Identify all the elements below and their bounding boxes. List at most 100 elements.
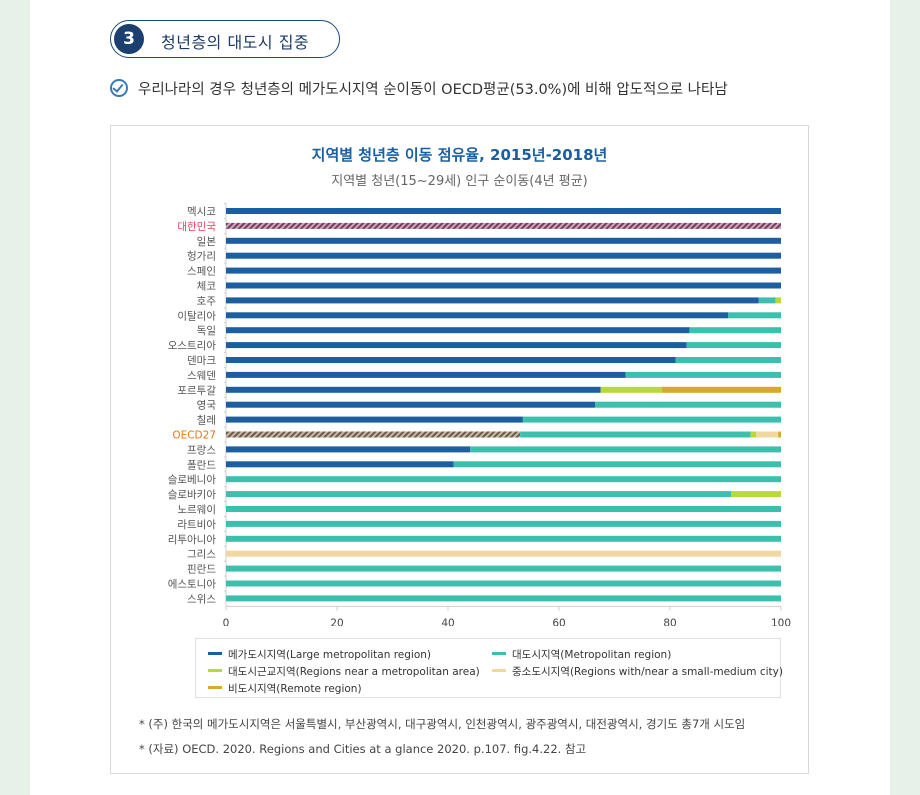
category-label: 스페인 [187,266,216,278]
category-label: 포르투갈 [177,384,216,397]
legend-item-metro: 대도시지역(Metropolitan region) [492,647,671,662]
category-label: 슬로바키아 [168,489,217,501]
category-label: 호주 [197,295,217,307]
bar-near [600,386,662,393]
bar-metro [758,297,776,304]
bar-metro [226,476,781,483]
chart-legend: 메가도시지역(Large metropolitan region) 대도시지역(… [195,638,783,698]
bar-mega [226,282,781,289]
bar-near [775,297,781,304]
chart-title: 지역별 청년층 이동 점유율, 2015년-2018년 [311,146,608,164]
category-label: 라트비아 [177,519,216,531]
legend-item-mega: 메가도시지역(Large metropolitan region) [208,647,431,662]
section-title: 청년층의 대도시 집중 [161,33,310,52]
category-label: 칠레 [197,415,216,427]
category-label: 슬로베니아 [168,474,217,486]
bar-metro [686,342,781,349]
category-label: 오스트리아 [168,340,217,352]
bar-mega [226,446,471,453]
bar-metro [728,312,781,319]
stacked-bar-chart: 멕시코대한민국일본헝가리스페인체코호주이탈리아독일오스트리아덴마크스웨덴포르투갈… [168,203,791,626]
legend-item-remote: 비도시지역(Remote region) [208,681,362,696]
category-label: 핀란드 [187,564,216,576]
bar-small [226,550,781,557]
legend-label-metro: 대도시지역(Metropolitan region) [512,649,672,661]
category-label: 덴마크 [187,355,216,367]
category-label: 스위스 [187,592,216,605]
bar-mega [226,208,781,214]
chart-subtitle: 지역별 청년(15~29세) 인구 순이동(4년 평균) [331,174,588,189]
category-label: 폴란드 [187,459,216,471]
category-label: 멕시코 [187,206,216,218]
bar-remote [778,431,781,438]
bar-metro [226,535,781,542]
category-label: 스웨덴 [187,370,216,382]
chart-figure: 지역별 청년층 이동 점유율, 2015년-2018년 지역별 청년(15~29… [110,125,809,774]
category-label: 영국 [197,400,217,412]
bar-mega [226,461,454,468]
bar-mega [226,342,687,349]
bar-metro [689,327,781,334]
legend-item-near: 대도시근교지역(Regions near a metropolitan area… [208,664,480,679]
bar-metro [520,431,751,438]
legend-label-small: 중소도시지역(Regions with/near a small-medium … [512,666,783,678]
bar-mega [226,357,676,363]
bar-mega [226,312,729,319]
section-header: 3 청년층의 대도시 집중 [110,20,340,58]
bar-mega [226,222,781,229]
bar-metro [522,416,781,423]
category-label: 헝가리 [187,251,216,263]
legend-swatch-remote [208,686,222,689]
bar-metro [595,401,781,408]
legend-item-small: 중소도시지역(Regions with/near a small-medium … [492,664,783,679]
category-label: 독일 [197,324,216,337]
page: 3 청년층의 대도시 집중 우리나라의 경우 청년층의 메가도시지역 순이동이 … [30,0,890,795]
x-tick-label: 100 [771,617,791,626]
category-label: 체코 [197,281,217,293]
legend-swatch-metro [492,652,506,655]
x-tick-label: 80 [663,617,676,626]
bar-mega [226,267,781,274]
category-label: 노르웨이 [177,504,216,516]
bar-metro [226,565,781,572]
bar-remote [661,386,781,393]
x-tick-label: 60 [552,617,565,626]
footnote-source: * (자료) OECD. 2020. Regions and Cities at… [139,742,587,756]
bar-metro [226,595,781,602]
bar-metro [453,461,781,468]
bar-small [756,431,779,438]
category-label: 그리스 [187,549,216,561]
category-label: 이탈리아 [177,309,216,322]
bar-mega [226,431,521,438]
category-label: 대한민국 [177,221,216,233]
footnote-korea: * (주) 한국의 메가도시지역은 서울특별시, 부산광역시, 대구광역시, 인… [139,717,746,731]
summary-bullet: 우리나라의 경우 청년층의 메가도시지역 순이동이 OECD평균(53.0%)에… [110,78,728,99]
legend-label-mega: 메가도시지역(Large metropolitan region) [228,649,432,661]
x-tick-label: 20 [330,617,343,626]
legend-label-near: 대도시근교지역(Regions near a metropolitan area… [228,666,480,678]
bar-metro [470,446,781,453]
legend-swatch-mega [208,652,222,655]
category-label: 에스토니아 [168,579,217,591]
bar-metro [226,491,732,498]
bar-metro [226,520,781,527]
bar-near [750,431,757,438]
category-label: 프랑스 [187,444,216,456]
bar-mega [226,237,781,244]
legend-swatch-small [492,669,506,672]
bar-mega [226,297,759,304]
bar-metro [226,506,781,512]
x-tick-label: 40 [441,617,454,626]
bar-mega [226,386,601,393]
bar-mega [226,327,690,334]
bar-metro [226,580,781,587]
summary-text: 우리나라의 경우 청년층의 메가도시지역 순이동이 OECD평균(53.0%)에… [138,82,728,98]
bar-mega [226,401,596,408]
bar-mega [226,416,523,423]
legend-swatch-near [208,669,222,672]
bar-mega [226,371,626,378]
check-circle-icon [110,79,128,97]
category-label: 일본 [197,235,217,248]
x-tick-label: 0 [223,617,230,626]
legend-label-remote: 비도시지역(Remote region) [228,683,362,695]
